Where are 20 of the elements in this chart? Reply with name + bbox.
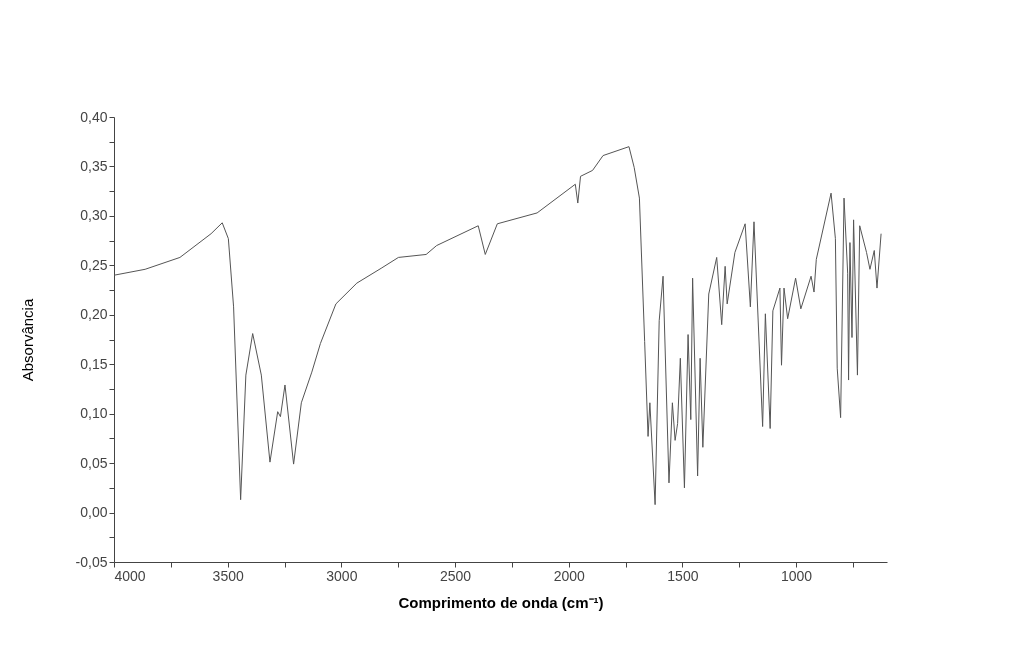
y-tick-label: 0,15	[80, 355, 108, 372]
x-tick-label: 1000	[780, 567, 813, 584]
y-tick-label: -0,05	[75, 553, 108, 570]
x-tick-label: 2000	[553, 567, 585, 584]
y-tick-label: 0,10	[80, 405, 108, 422]
line-series	[114, 146, 882, 506]
y-tick-label: 0,00	[80, 504, 108, 521]
x-tick-label: 3500	[212, 567, 244, 584]
y-tick-label: 0,20	[80, 306, 108, 323]
y-tick-label: 0,05	[80, 454, 108, 471]
x-tick-label: 3000	[326, 567, 358, 584]
y-tick-label: 0,40	[80, 108, 108, 125]
x-tick-label: 4000	[114, 567, 146, 584]
y-tick-label: 0,35	[80, 157, 108, 174]
y-axis-title: Absorvância	[18, 298, 36, 382]
x-tick-label: 1500	[667, 567, 699, 584]
x-tick-label: 2500	[439, 567, 472, 584]
y-tick-label: 0,25	[80, 256, 108, 273]
x-axis-title: Comprimento de onda (cm⁻¹)	[398, 593, 604, 611]
y-tick-label: 0,30	[80, 207, 108, 224]
